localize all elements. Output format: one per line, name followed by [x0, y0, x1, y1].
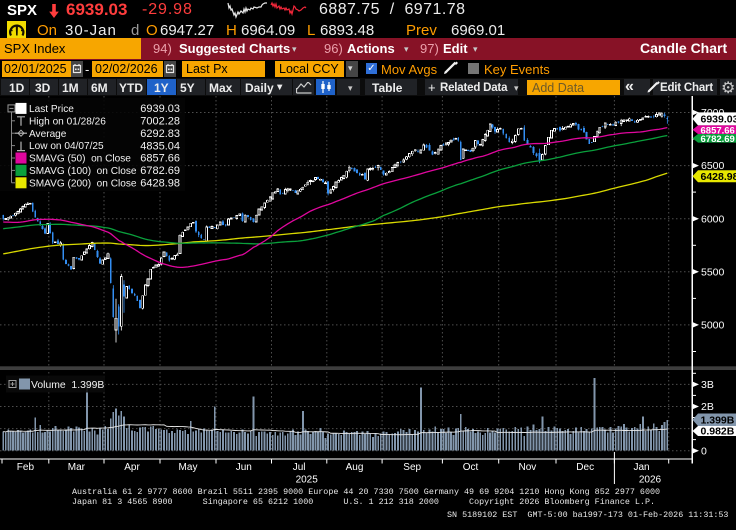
svg-text:Sep: Sep [403, 462, 421, 473]
svg-text:Average: Average [29, 129, 67, 140]
svg-text:Dec: Dec [576, 462, 594, 473]
svg-text:Jul: Jul [293, 462, 306, 473]
svg-text:2B: 2B [701, 401, 714, 413]
svg-text:5000: 5000 [701, 320, 725, 332]
svg-text:Volume 1.399B: Volume 1.399B [31, 380, 104, 391]
svg-text:High on 01/28/26: High on 01/28/26 [29, 116, 106, 127]
svg-text:7002.28: 7002.28 [140, 116, 180, 128]
svg-text:Mar: Mar [68, 462, 86, 473]
svg-text:6500: 6500 [701, 160, 725, 172]
svg-text:6939.03: 6939.03 [140, 103, 180, 115]
svg-text:2025: 2025 [296, 475, 319, 486]
svg-text:Jan: Jan [633, 462, 649, 473]
svg-text:6857.66: 6857.66 [701, 125, 735, 136]
svg-text:SMAVG (50) on Close: SMAVG (50) on Close [29, 154, 131, 165]
svg-text:6000: 6000 [701, 213, 725, 225]
svg-text:6857.66: 6857.66 [140, 153, 180, 165]
svg-text:May: May [179, 462, 198, 473]
svg-text:1.399B: 1.399B [701, 415, 735, 427]
svg-text:Aug: Aug [346, 462, 364, 473]
svg-text:Nov: Nov [519, 462, 537, 473]
svg-text:0: 0 [701, 445, 707, 457]
svg-text:6782.69: 6782.69 [701, 134, 735, 145]
svg-text:SMAVG (200) on Close: SMAVG (200) on Close [29, 178, 137, 189]
svg-text:4835.04: 4835.04 [140, 140, 180, 152]
svg-text:5500: 5500 [701, 266, 725, 278]
svg-text:Apr: Apr [124, 462, 140, 473]
svg-text:Last Price: Last Price [29, 104, 74, 115]
svg-text:Feb: Feb [17, 462, 35, 473]
svg-text:Oct: Oct [463, 462, 479, 473]
svg-text:0.982B: 0.982B [701, 426, 735, 438]
svg-text:Jun: Jun [236, 462, 252, 473]
svg-text:6782.69: 6782.69 [140, 165, 180, 177]
svg-text:6939.03: 6939.03 [701, 114, 736, 126]
svg-text:SMAVG (100) on Close: SMAVG (100) on Close [29, 166, 137, 177]
svg-text:6292.83: 6292.83 [140, 128, 180, 140]
svg-text:6428.98: 6428.98 [701, 171, 736, 183]
svg-text:6428.98: 6428.98 [140, 178, 180, 190]
svg-text:Low on 04/07/25: Low on 04/07/25 [29, 141, 104, 152]
svg-text:3B: 3B [701, 379, 714, 391]
svg-text:2026: 2026 [639, 475, 662, 486]
